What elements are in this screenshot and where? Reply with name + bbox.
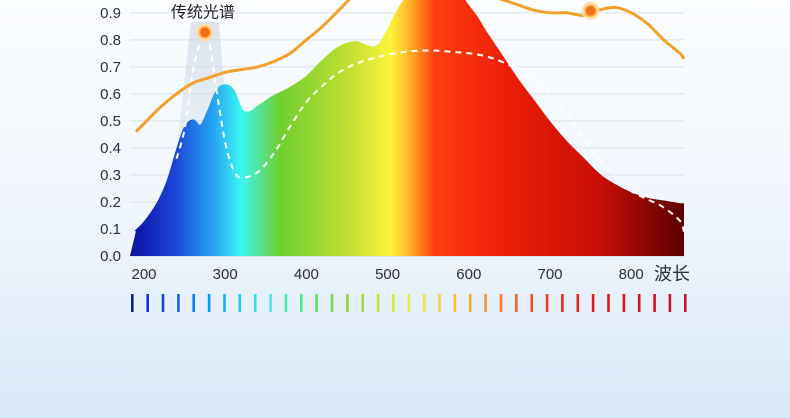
callout-label: 传统光谱 <box>171 2 235 21</box>
callout-markers: 传统光谱太阳光谱 <box>171 1 600 42</box>
strip-tick <box>146 294 149 312</box>
spectrum-area <box>130 0 684 256</box>
strip-tick <box>607 294 610 312</box>
y-tick-label: 0.8 <box>100 32 121 49</box>
strip-tick <box>238 294 242 312</box>
y-tick-label: 0.7 <box>100 59 121 76</box>
wavelength-strip <box>131 294 687 312</box>
traditional-spectrum-line <box>175 32 685 233</box>
strip-tick <box>407 294 411 312</box>
y-tick-label: 0.4 <box>100 140 121 157</box>
y-tick-label: 0.5 <box>100 113 121 130</box>
strip-tick <box>668 294 672 312</box>
strip-tick <box>253 294 257 312</box>
strip-tick <box>346 294 349 312</box>
y-tick-label: 0.9 <box>100 5 121 22</box>
strip-tick <box>315 294 318 312</box>
y-tick-label: 0.1 <box>100 221 121 238</box>
strip-tick <box>576 294 580 312</box>
strip-tick <box>131 294 134 312</box>
strip-tick <box>515 294 518 312</box>
strip-tick <box>545 294 549 312</box>
strip-tick <box>161 294 165 312</box>
marker-dot <box>584 4 597 18</box>
strip-tick <box>177 294 180 312</box>
strip-tick <box>300 294 303 312</box>
y-tick-label: 0.6 <box>100 86 121 103</box>
strip-tick <box>223 294 226 312</box>
strip-tick <box>361 294 364 312</box>
y-tick-label: 0.0 <box>100 248 121 265</box>
x-tick-label: 500 <box>375 266 400 283</box>
strip-tick <box>207 294 211 312</box>
strip-tick <box>684 294 687 312</box>
strip-tick <box>561 294 564 312</box>
strip-tick <box>438 294 441 312</box>
strip-tick <box>269 294 272 312</box>
strip-tick <box>499 294 503 312</box>
x-unit-label: 波长 <box>654 264 690 284</box>
strip-tick <box>284 294 288 312</box>
strip-tick <box>392 294 395 312</box>
strip-tick <box>653 294 656 312</box>
strip-tick <box>530 294 533 312</box>
strip-tick <box>422 294 426 312</box>
y-tick-label: 0.3 <box>100 167 121 184</box>
y-axis: 0.0 0.1 0.2 0.3 0.4 0.5 0.6 0.7 0.8 0.9 <box>100 5 121 265</box>
strip-tick <box>484 294 487 312</box>
x-tick-label: 800 <box>619 266 644 283</box>
strip-tick <box>591 294 595 312</box>
y-tick-label: 0.2 <box>100 194 121 211</box>
strip-tick <box>622 294 626 312</box>
x-axis: 200 300 400 500 600 700 800 波长 <box>131 264 690 284</box>
strip-tick <box>468 294 472 312</box>
x-tick-label: 400 <box>294 266 319 283</box>
marker-dot <box>198 26 212 39</box>
strip-tick <box>453 294 457 312</box>
x-tick-label: 200 <box>131 266 156 283</box>
x-tick-label: 300 <box>213 266 238 283</box>
strip-tick <box>376 294 380 312</box>
strip-tick <box>637 294 641 312</box>
strip-tick <box>330 294 334 312</box>
spectrum-outline <box>134 0 685 233</box>
x-tick-label: 600 <box>456 266 481 283</box>
strip-tick <box>192 294 195 312</box>
x-tick-label: 700 <box>537 266 562 283</box>
